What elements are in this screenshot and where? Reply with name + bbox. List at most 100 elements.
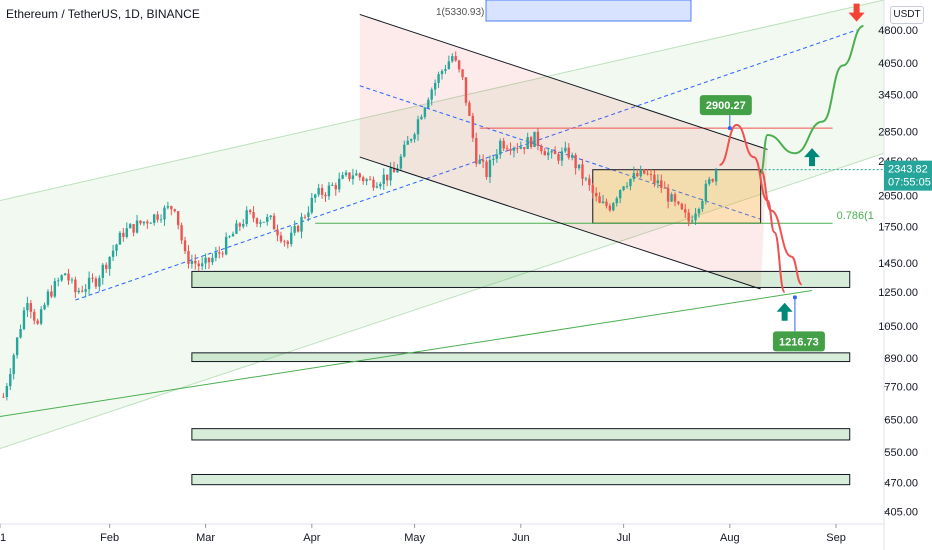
rising-channel-midline — [75, 29, 857, 301]
candle-body — [365, 179, 368, 182]
support-zone-4 — [191, 473, 851, 486]
candle-body — [22, 310, 26, 330]
candle-body — [224, 236, 228, 255]
candle-body — [67, 273, 70, 281]
candle-body — [571, 154, 574, 158]
candle-body — [129, 224, 132, 229]
candle-body — [320, 187, 324, 195]
price-tick-label: 1750.00 — [878, 222, 918, 234]
candle-body — [358, 173, 361, 178]
fib-top-label: 1(5330.93) — [436, 7, 484, 18]
candle-body — [711, 179, 714, 182]
candle-body — [663, 187, 666, 189]
rising-channel-upper-line — [0, 0, 884, 202]
candle-body — [529, 137, 533, 148]
candle-body — [310, 197, 313, 213]
candle-body — [118, 232, 122, 245]
candle-body — [279, 235, 283, 242]
candle-body — [666, 188, 670, 202]
candle-body — [91, 277, 94, 279]
candle-body — [338, 178, 341, 190]
candle-body — [293, 225, 296, 233]
candle-body — [704, 183, 708, 201]
candle-body — [457, 60, 461, 70]
arrow-up-icon — [776, 302, 793, 321]
candle-body — [9, 374, 12, 387]
candle-body — [526, 137, 529, 149]
candle-body — [389, 167, 392, 181]
candle-body — [187, 251, 190, 264]
candle-body — [272, 215, 276, 230]
candle-body — [36, 320, 39, 324]
candle-body — [290, 232, 293, 245]
candle-body — [170, 206, 173, 210]
range-box — [592, 169, 762, 224]
candle-body — [146, 221, 149, 224]
price-tick-label: 1050.00 — [878, 321, 918, 333]
candle-body — [77, 290, 81, 293]
candle-body — [152, 214, 156, 223]
time-axis[interactable]: 21 Feb Mar Apr May Jun Jul Aug Sep — [0, 524, 846, 544]
candle-body — [598, 196, 601, 203]
candle-body — [115, 244, 118, 251]
candle-body — [413, 134, 416, 140]
candle-body — [608, 205, 612, 211]
candle-body — [173, 209, 176, 212]
falling-channel-midline — [359, 85, 761, 220]
candle-body — [382, 174, 385, 184]
candle-body — [684, 209, 687, 213]
candle-body — [344, 172, 348, 176]
candle-body — [444, 69, 447, 71]
candle-body — [584, 178, 588, 180]
candle-body — [334, 185, 337, 190]
candle-body — [523, 147, 526, 149]
candle-body — [98, 277, 101, 287]
candle-body — [5, 386, 9, 397]
rising-channel-fill — [0, 0, 884, 449]
time-tick-label: Feb — [100, 532, 119, 544]
candle-body — [547, 152, 550, 156]
candle-body — [553, 151, 557, 155]
candle-body — [341, 175, 344, 179]
candle-body — [221, 253, 224, 255]
candle-body — [197, 263, 200, 267]
candle-body — [351, 175, 355, 180]
currency-button[interactable]: USDT — [890, 6, 924, 24]
candle-body — [581, 164, 584, 179]
candle-body — [19, 329, 22, 338]
candle-body — [680, 203, 684, 210]
candle-body — [653, 174, 656, 184]
price-tick-label: 1250.00 — [878, 287, 918, 299]
price-axis[interactable]: 4800.004050.003450.002850.002450.002050.… — [878, 25, 932, 519]
candle-body — [60, 275, 63, 281]
candle-body — [461, 69, 464, 78]
candle-body — [190, 260, 194, 264]
candle-body — [618, 190, 622, 199]
plot-area[interactable]: 0.786(1 1(5330.93) — [0, 0, 884, 486]
candle-body — [204, 257, 207, 264]
candle-body — [372, 179, 375, 188]
candle-body — [331, 185, 334, 186]
candle-body — [50, 291, 53, 297]
support-zone-1 — [191, 270, 851, 288]
price-tick-label: 890.00 — [884, 353, 918, 365]
candle-body — [649, 174, 653, 175]
candle-body — [420, 116, 423, 120]
price-tick-label: 550.00 — [884, 447, 918, 459]
candle-body — [437, 74, 440, 83]
candle-body — [57, 280, 60, 282]
candle-body — [396, 168, 399, 173]
candle-body — [440, 70, 444, 75]
candle-body — [656, 180, 660, 184]
candle-body — [673, 194, 677, 202]
candle-body — [70, 279, 74, 281]
candle-body — [283, 241, 286, 243]
candle-body — [594, 192, 598, 197]
time-tick-label: Jul — [617, 532, 631, 544]
candle-body — [166, 206, 170, 208]
candle-body — [348, 172, 351, 180]
candle-body — [392, 167, 396, 173]
candle-body — [574, 154, 577, 169]
candle-body — [211, 257, 214, 263]
